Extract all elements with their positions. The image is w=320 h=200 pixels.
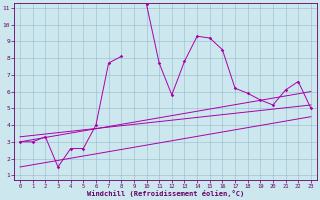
X-axis label: Windchill (Refroidissement éolien,°C): Windchill (Refroidissement éolien,°C) [87,190,244,197]
